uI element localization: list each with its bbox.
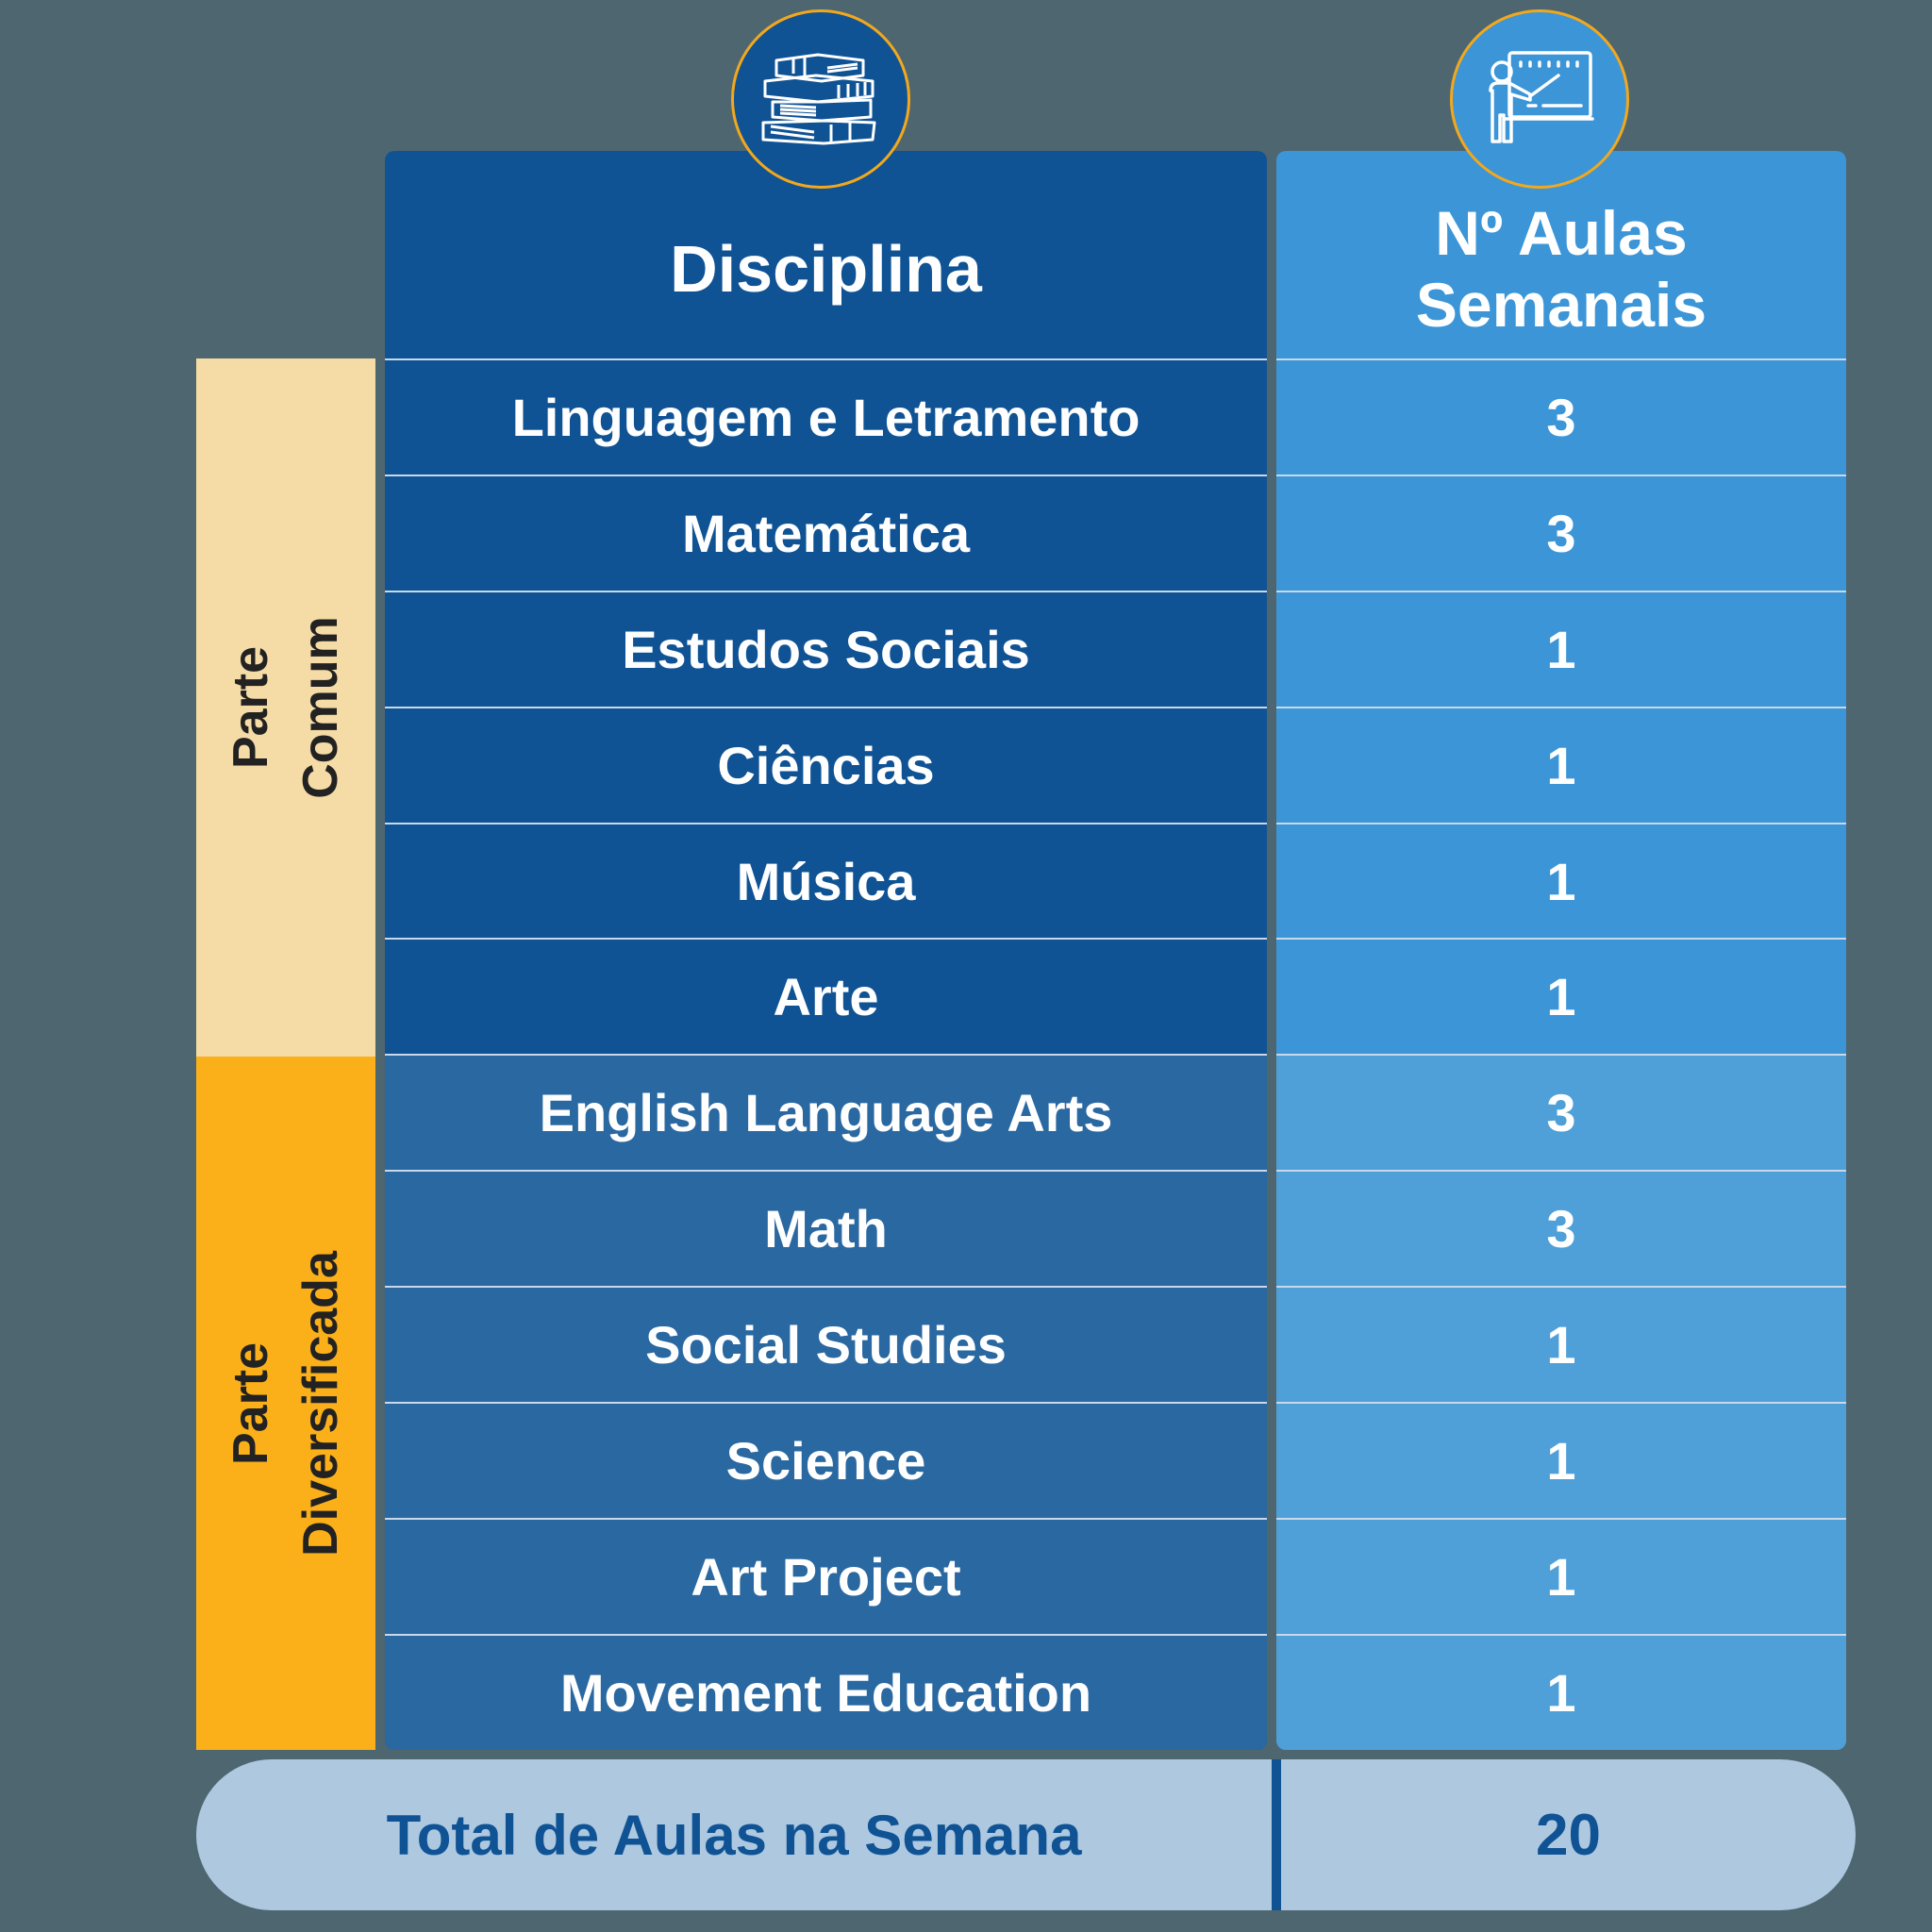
disciplina-column: Disciplina Linguagem e Letramento Matemá… — [385, 151, 1267, 1750]
group-parte-comum: Parte Comum — [196, 358, 375, 1057]
table-row-disciplina: Social Studies — [385, 1286, 1267, 1403]
table-row-disciplina: Movement Education — [385, 1633, 1267, 1750]
table-row-aulas: 3 — [1276, 358, 1846, 475]
table-row-aulas: 1 — [1276, 822, 1846, 939]
group-label: Parte Diversificada — [216, 1251, 356, 1557]
table-row-disciplina: Math — [385, 1170, 1267, 1287]
table-row-disciplina: Arte — [385, 938, 1267, 1054]
table-row-aulas: 1 — [1276, 1517, 1846, 1634]
total-value: 20 — [1536, 1802, 1601, 1868]
total-bar: Total de Aulas na Semana 20 — [196, 1759, 1856, 1910]
table-row-disciplina: Matemática — [385, 474, 1267, 591]
table-row-aulas: 1 — [1276, 1402, 1846, 1518]
books-icon-badge — [731, 9, 910, 189]
group-label-line2: Diversificada — [293, 1250, 349, 1557]
table-row-aulas: 1 — [1276, 1286, 1846, 1403]
table-row-disciplina: Música — [385, 822, 1267, 939]
total-divider — [1272, 1759, 1281, 1910]
group-label: Parte Comum — [216, 616, 356, 799]
table-row-aulas: 3 — [1276, 1054, 1846, 1171]
table-row-aulas: 1 — [1276, 1633, 1846, 1750]
table-row-disciplina: Science — [385, 1402, 1267, 1518]
table-row-disciplina: Art Project — [385, 1517, 1267, 1634]
table-row-disciplina: Linguagem e Letramento — [385, 358, 1267, 475]
group-parte-diversificada: Parte Diversificada — [196, 1057, 375, 1750]
group-label-line1: Parte — [224, 1341, 279, 1465]
table-row-aulas: 1 — [1276, 706, 1846, 823]
aulas-header-line1: Nº Aulas — [1435, 198, 1688, 268]
table-row-disciplina: Estudos Sociais — [385, 590, 1267, 707]
total-label: Total de Aulas na Semana — [386, 1803, 1082, 1867]
teacher-at-board-icon — [1489, 51, 1594, 143]
aulas-header: Nº Aulas Semanais — [1276, 151, 1846, 358]
aulas-header-line2: Semanais — [1415, 270, 1707, 340]
group-label-line2: Comum — [293, 616, 348, 799]
disciplina-header: Disciplina — [670, 232, 982, 306]
table-row-aulas: 3 — [1276, 474, 1846, 591]
table-row-aulas: 1 — [1276, 590, 1846, 707]
table-row-aulas: 3 — [1276, 1170, 1846, 1287]
table-row-aulas: 1 — [1276, 938, 1846, 1054]
teacher-icon-badge — [1450, 9, 1629, 189]
books-stack-icon — [761, 53, 876, 145]
group-label-line1: Parte — [224, 645, 278, 770]
aulas-column: Nº Aulas Semanais 3 3 1 1 1 1 3 3 1 1 1 … — [1276, 151, 1846, 1750]
table-row-disciplina: English Language Arts — [385, 1054, 1267, 1171]
table-row-disciplina: Ciências — [385, 706, 1267, 823]
